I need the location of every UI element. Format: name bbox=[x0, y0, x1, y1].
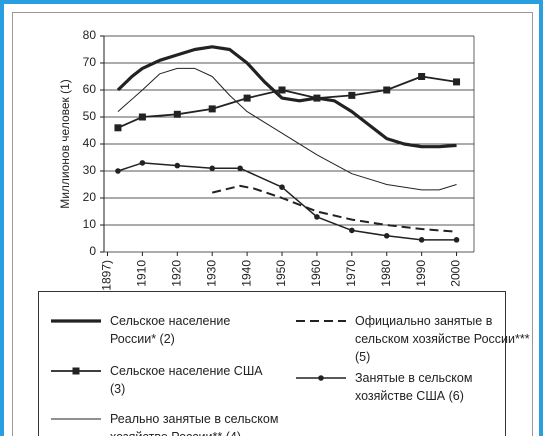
marker bbox=[139, 160, 146, 166]
y-tick-label: 60 bbox=[83, 82, 97, 96]
x-tick-label: 2000 bbox=[449, 260, 463, 287]
legend-marker bbox=[318, 375, 324, 381]
y-tick-label: 10 bbox=[83, 217, 97, 231]
x-tick-label: 1960 bbox=[309, 260, 323, 287]
marker bbox=[349, 227, 355, 234]
marker bbox=[138, 113, 146, 121]
x-tick-label: 1920 bbox=[169, 260, 183, 287]
x-tick-label: 1970 bbox=[344, 260, 358, 287]
marker bbox=[383, 86, 391, 94]
marker bbox=[453, 78, 461, 86]
marker bbox=[278, 86, 286, 94]
marker bbox=[237, 165, 243, 172]
x-tick-label: 1940 bbox=[239, 260, 253, 287]
legend-label: Сельское население США (3) bbox=[110, 364, 263, 396]
legend-label: Сельское население России* (2) bbox=[110, 314, 231, 346]
y-tick-label: 20 bbox=[83, 190, 97, 204]
marker bbox=[418, 237, 425, 243]
marker bbox=[243, 94, 251, 102]
series-line bbox=[117, 75, 457, 129]
legend-item: Занятые в сельском хозяйстве США (6) bbox=[294, 369, 505, 405]
marker bbox=[209, 165, 216, 172]
marker bbox=[453, 237, 460, 243]
legend-label: Официально занятые в сельском хозяйстве … bbox=[355, 314, 530, 364]
legend-item: Официально занятые в сельском хозяйстве … bbox=[294, 312, 535, 366]
marker bbox=[313, 94, 321, 102]
y-axis-label: Миллионов человек (1) bbox=[58, 79, 72, 209]
legend-swatch bbox=[51, 367, 101, 375]
legend-item: Сельское население России* (2) bbox=[49, 312, 270, 348]
legend-swatch bbox=[296, 375, 346, 381]
series-line bbox=[117, 162, 457, 241]
marker bbox=[383, 233, 390, 239]
marker bbox=[314, 214, 320, 220]
legend-swatch bbox=[296, 320, 346, 322]
legend-swatch bbox=[51, 319, 101, 323]
legend-label: Реально занятые в сельском хозяйстве Рос… bbox=[110, 412, 279, 436]
marker bbox=[279, 184, 285, 190]
marker bbox=[114, 124, 122, 132]
marker bbox=[173, 110, 181, 118]
legend-item: Сельское население США (3) bbox=[49, 362, 270, 398]
x-tick-label: 1930 bbox=[204, 260, 218, 287]
marker bbox=[418, 73, 426, 80]
y-tick-label: 70 bbox=[83, 55, 97, 69]
marker bbox=[174, 162, 181, 169]
legend-swatch bbox=[51, 418, 101, 420]
x-tick-label: 1950 bbox=[274, 260, 288, 287]
x-tick-label: 1900 (1897) bbox=[100, 260, 114, 294]
marker bbox=[115, 168, 121, 174]
chart: Миллионов человек (1) 0 10 20 30 40 50 60 70 80 1… bbox=[58, 28, 475, 294]
x-tick-label: 1910 bbox=[135, 260, 149, 287]
legend-marker bbox=[72, 367, 80, 375]
legend-label: Занятые в сельском хозяйстве США (6) bbox=[355, 371, 473, 403]
x-tick-label: 1990 bbox=[414, 260, 428, 287]
y-tick-label: 50 bbox=[83, 109, 97, 123]
marker bbox=[348, 91, 356, 99]
series-line bbox=[116, 45, 457, 149]
legend: Сельское население России* (2) Сельское н… bbox=[38, 291, 530, 436]
legend-item: Реально занятые в сельском хозяйстве Рос… bbox=[49, 410, 320, 436]
series-line bbox=[117, 67, 457, 191]
x-tick-label: 1980 bbox=[379, 260, 393, 287]
y-tick-label: 30 bbox=[83, 163, 97, 177]
series-line bbox=[211, 184, 457, 233]
panel bbox=[12, 12, 533, 436]
y-tick-label: 80 bbox=[83, 28, 97, 42]
marker bbox=[208, 105, 216, 113]
y-tick-label: 40 bbox=[83, 136, 97, 150]
y-tick-label: 0 bbox=[89, 244, 96, 258]
